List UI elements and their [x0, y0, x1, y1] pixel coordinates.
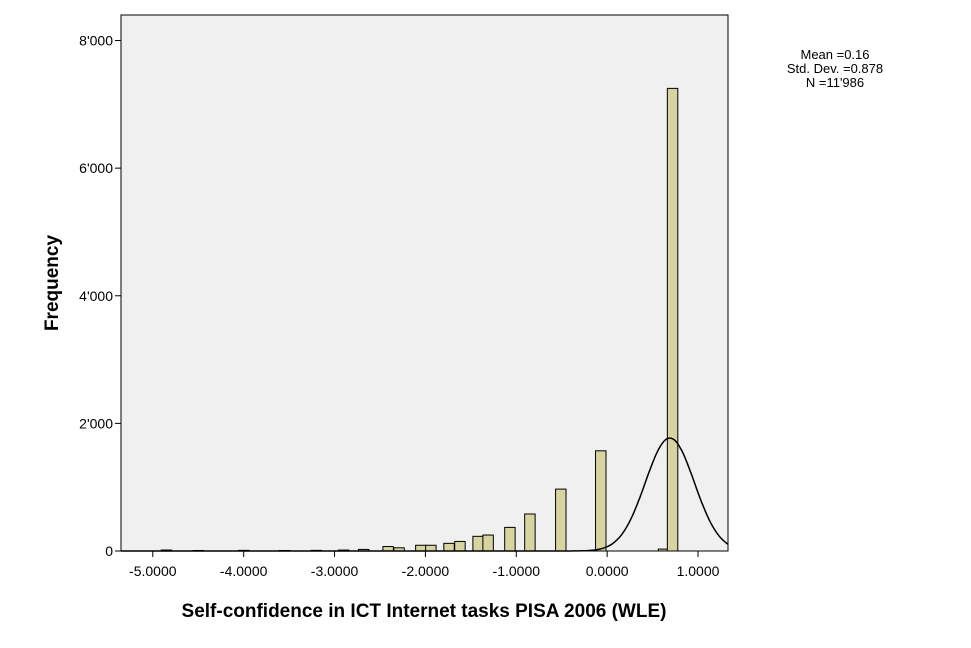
plot-area: [120, 14, 729, 552]
y-tick-label: 2'000: [79, 415, 113, 431]
x-tick-label: 1.0000: [677, 563, 720, 579]
stat-sd: Std. Dev. =0.878: [786, 61, 884, 76]
histogram-bar: [504, 526, 516, 552]
histogram-bar: [454, 540, 466, 552]
histogram-bar: [415, 544, 427, 552]
histogram-bar: [595, 450, 607, 552]
normal-curve: [121, 437, 729, 552]
histogram-bar: [472, 535, 484, 552]
y-tick-label: 6'000: [79, 160, 113, 176]
histogram-bar: [524, 513, 536, 552]
x-axis-label: Self-confidence in ICT Internet tasks PI…: [182, 601, 667, 622]
y-tick-label: 4'000: [79, 288, 113, 304]
stat-n: N =11'986: [805, 75, 865, 90]
y-axis-label: Frequency: [42, 235, 63, 332]
histogram-bar: [425, 544, 437, 552]
x-tick-label: -1.0000: [493, 563, 541, 579]
x-tick-label: 0.0000: [586, 563, 629, 579]
stat-mean: Mean =0.16: [800, 47, 870, 62]
x-tick-label: -5.0000: [129, 563, 177, 579]
x-tick-label: -2.0000: [402, 563, 450, 579]
histogram-bar: [666, 87, 679, 552]
x-tick-label: -3.0000: [311, 563, 359, 579]
histogram-bar: [482, 534, 494, 552]
stats-legend: Mean =0.16 Std. Dev. =0.878 N =11'986: [760, 48, 910, 90]
histogram-bar: [555, 488, 567, 552]
x-tick-label: -4.0000: [220, 563, 268, 579]
y-tick-label: 8'000: [79, 33, 113, 49]
y-tick-label: 0: [105, 543, 113, 559]
histogram-bar: [443, 542, 455, 552]
